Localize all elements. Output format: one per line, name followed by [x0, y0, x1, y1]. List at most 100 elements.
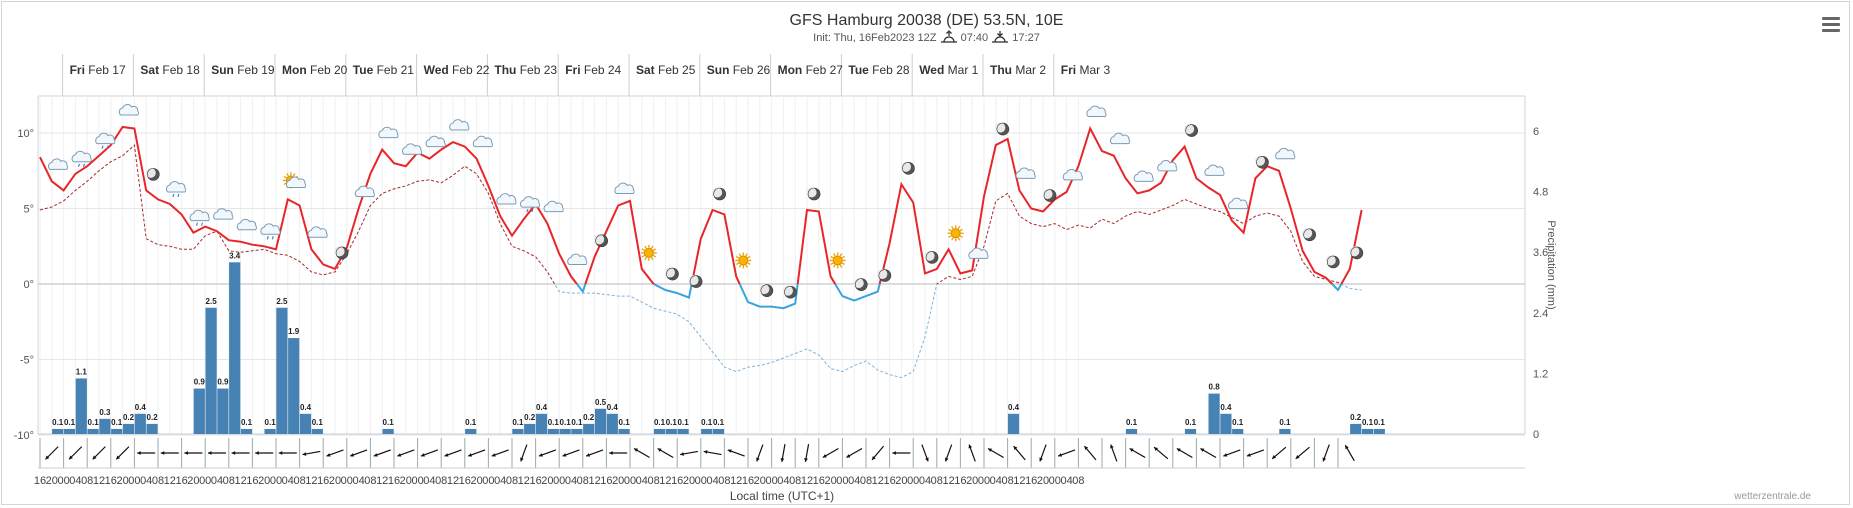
moon-shade — [1254, 155, 1265, 166]
hour-tick-label: 16 — [388, 475, 400, 487]
moon-shade — [995, 122, 1006, 133]
moon-outline — [1326, 255, 1340, 269]
wind-head — [255, 451, 259, 455]
hour-tick-label: 12 — [447, 475, 459, 487]
precip-bar-label: 2.5 — [276, 297, 288, 306]
cloud-shape — [1062, 169, 1083, 181]
day-label: Tue Feb 28 — [848, 63, 909, 77]
hour-tick-label: 04 — [211, 475, 223, 487]
sun-ray — [833, 264, 836, 268]
rain-drop — [77, 163, 81, 167]
wind-arrow — [326, 449, 344, 457]
hour-tick-label: 12 — [801, 475, 813, 487]
wind-arrow — [115, 446, 130, 460]
moon-shade — [145, 167, 156, 178]
precip-bar — [134, 413, 146, 434]
hamburger-menu-icon[interactable] — [1822, 17, 1840, 33]
precip-bar-label: 0.1 — [512, 418, 524, 427]
wind-head — [586, 453, 591, 457]
precip-bar — [217, 388, 229, 434]
cloud-shape — [401, 143, 423, 155]
hour-tick-label: 08 — [81, 475, 93, 487]
sun-ray — [833, 253, 836, 257]
hour-tick-label: 00 — [199, 475, 211, 487]
hour-tick-label: 04 — [706, 475, 718, 487]
cloud-shape — [1086, 105, 1107, 117]
hour-tick-label: 08 — [789, 475, 801, 487]
precip-bar — [382, 428, 394, 434]
wind-head — [160, 451, 165, 455]
precip-bar-label: 1.9 — [288, 327, 300, 336]
hour-tick-label: 16 — [813, 475, 825, 487]
wind-arrow — [1013, 445, 1026, 461]
day-label: Fri Feb 17 — [70, 63, 126, 77]
precip-bar-label: 0.2 — [123, 413, 135, 422]
precip-tick-label: 3.6 — [1533, 247, 1548, 259]
moon-outline — [1185, 124, 1198, 137]
hour-tick-label: 08 — [364, 475, 376, 487]
temp-tick-label: -10° — [14, 430, 34, 442]
wind-arrow — [397, 449, 415, 457]
moon-shade — [1042, 189, 1053, 200]
wind-head — [184, 451, 188, 455]
wind-head — [92, 455, 97, 460]
hour-tick-label: 16 — [954, 475, 966, 487]
hour-tick-label: 20 — [541, 475, 553, 487]
hour-tick-label: 20 — [470, 475, 482, 487]
precip-bar — [1350, 423, 1362, 434]
dewpoint-line-below-zero — [554, 284, 1362, 379]
precip-bar — [311, 428, 323, 434]
hour-tick-label: 12 — [1013, 475, 1025, 487]
x-axis-title: Local time (UTC+1) — [730, 489, 834, 503]
cloud-icon — [236, 218, 257, 231]
sun-ray — [738, 264, 742, 268]
hour-tick-label: 04 — [282, 475, 294, 487]
precip-bar-label: 0.2 — [583, 413, 595, 422]
hour-tick-label: 04 — [423, 475, 435, 487]
sun-ray — [650, 256, 654, 261]
hour-tick-label: 08 — [931, 475, 943, 487]
cloud-shape — [968, 247, 989, 259]
hour-tick-label: 12 — [518, 475, 530, 487]
hour-tick-label: 20 — [1037, 475, 1049, 487]
sun-ray — [839, 253, 843, 257]
cloud-shape — [189, 209, 210, 222]
wind-head — [116, 455, 121, 460]
init-text: Init: Thu, 16Feb2023 12Z — [813, 32, 937, 44]
wind-arrow — [1295, 446, 1310, 460]
wind-head — [1013, 446, 1018, 451]
day-label: Sat Feb 18 — [140, 63, 200, 77]
wind-arrow — [1153, 446, 1169, 460]
wind-arrow — [562, 449, 580, 457]
moon-shade — [900, 161, 911, 172]
wind-arrow — [944, 444, 953, 462]
wind-arrow — [68, 446, 83, 460]
precip-bar-label: 0.2 — [1350, 413, 1362, 422]
wind-arrow — [255, 451, 274, 455]
precip-bar-label: 1.1 — [76, 367, 88, 376]
sun-ray — [745, 253, 748, 257]
precip-bar-label: 0.4 — [1008, 403, 1020, 412]
wind-head — [1246, 453, 1251, 457]
wind-head — [968, 444, 973, 449]
wind-head — [756, 457, 760, 462]
cloud-icon — [472, 135, 493, 148]
wind-head — [373, 453, 378, 457]
precip-bar — [653, 428, 666, 434]
moon-icon — [334, 246, 349, 260]
sun-ray — [641, 248, 645, 251]
cloud-rain-icon — [519, 196, 541, 213]
moon-shade — [712, 187, 723, 198]
wind-arrow — [1246, 449, 1265, 457]
moon-shade — [334, 246, 345, 257]
wind-arrow — [160, 451, 179, 455]
moon-outline — [689, 275, 703, 288]
hour-tick-label: 04 — [494, 475, 506, 487]
hour-tick-label: 16 — [600, 475, 612, 487]
precip-bar-label: 0.1 — [88, 418, 100, 427]
cloud-shape — [496, 193, 517, 205]
precip-bar — [1373, 428, 1385, 434]
cloud-icon — [1227, 197, 1249, 210]
hour-tick-label: 04 — [919, 475, 931, 487]
